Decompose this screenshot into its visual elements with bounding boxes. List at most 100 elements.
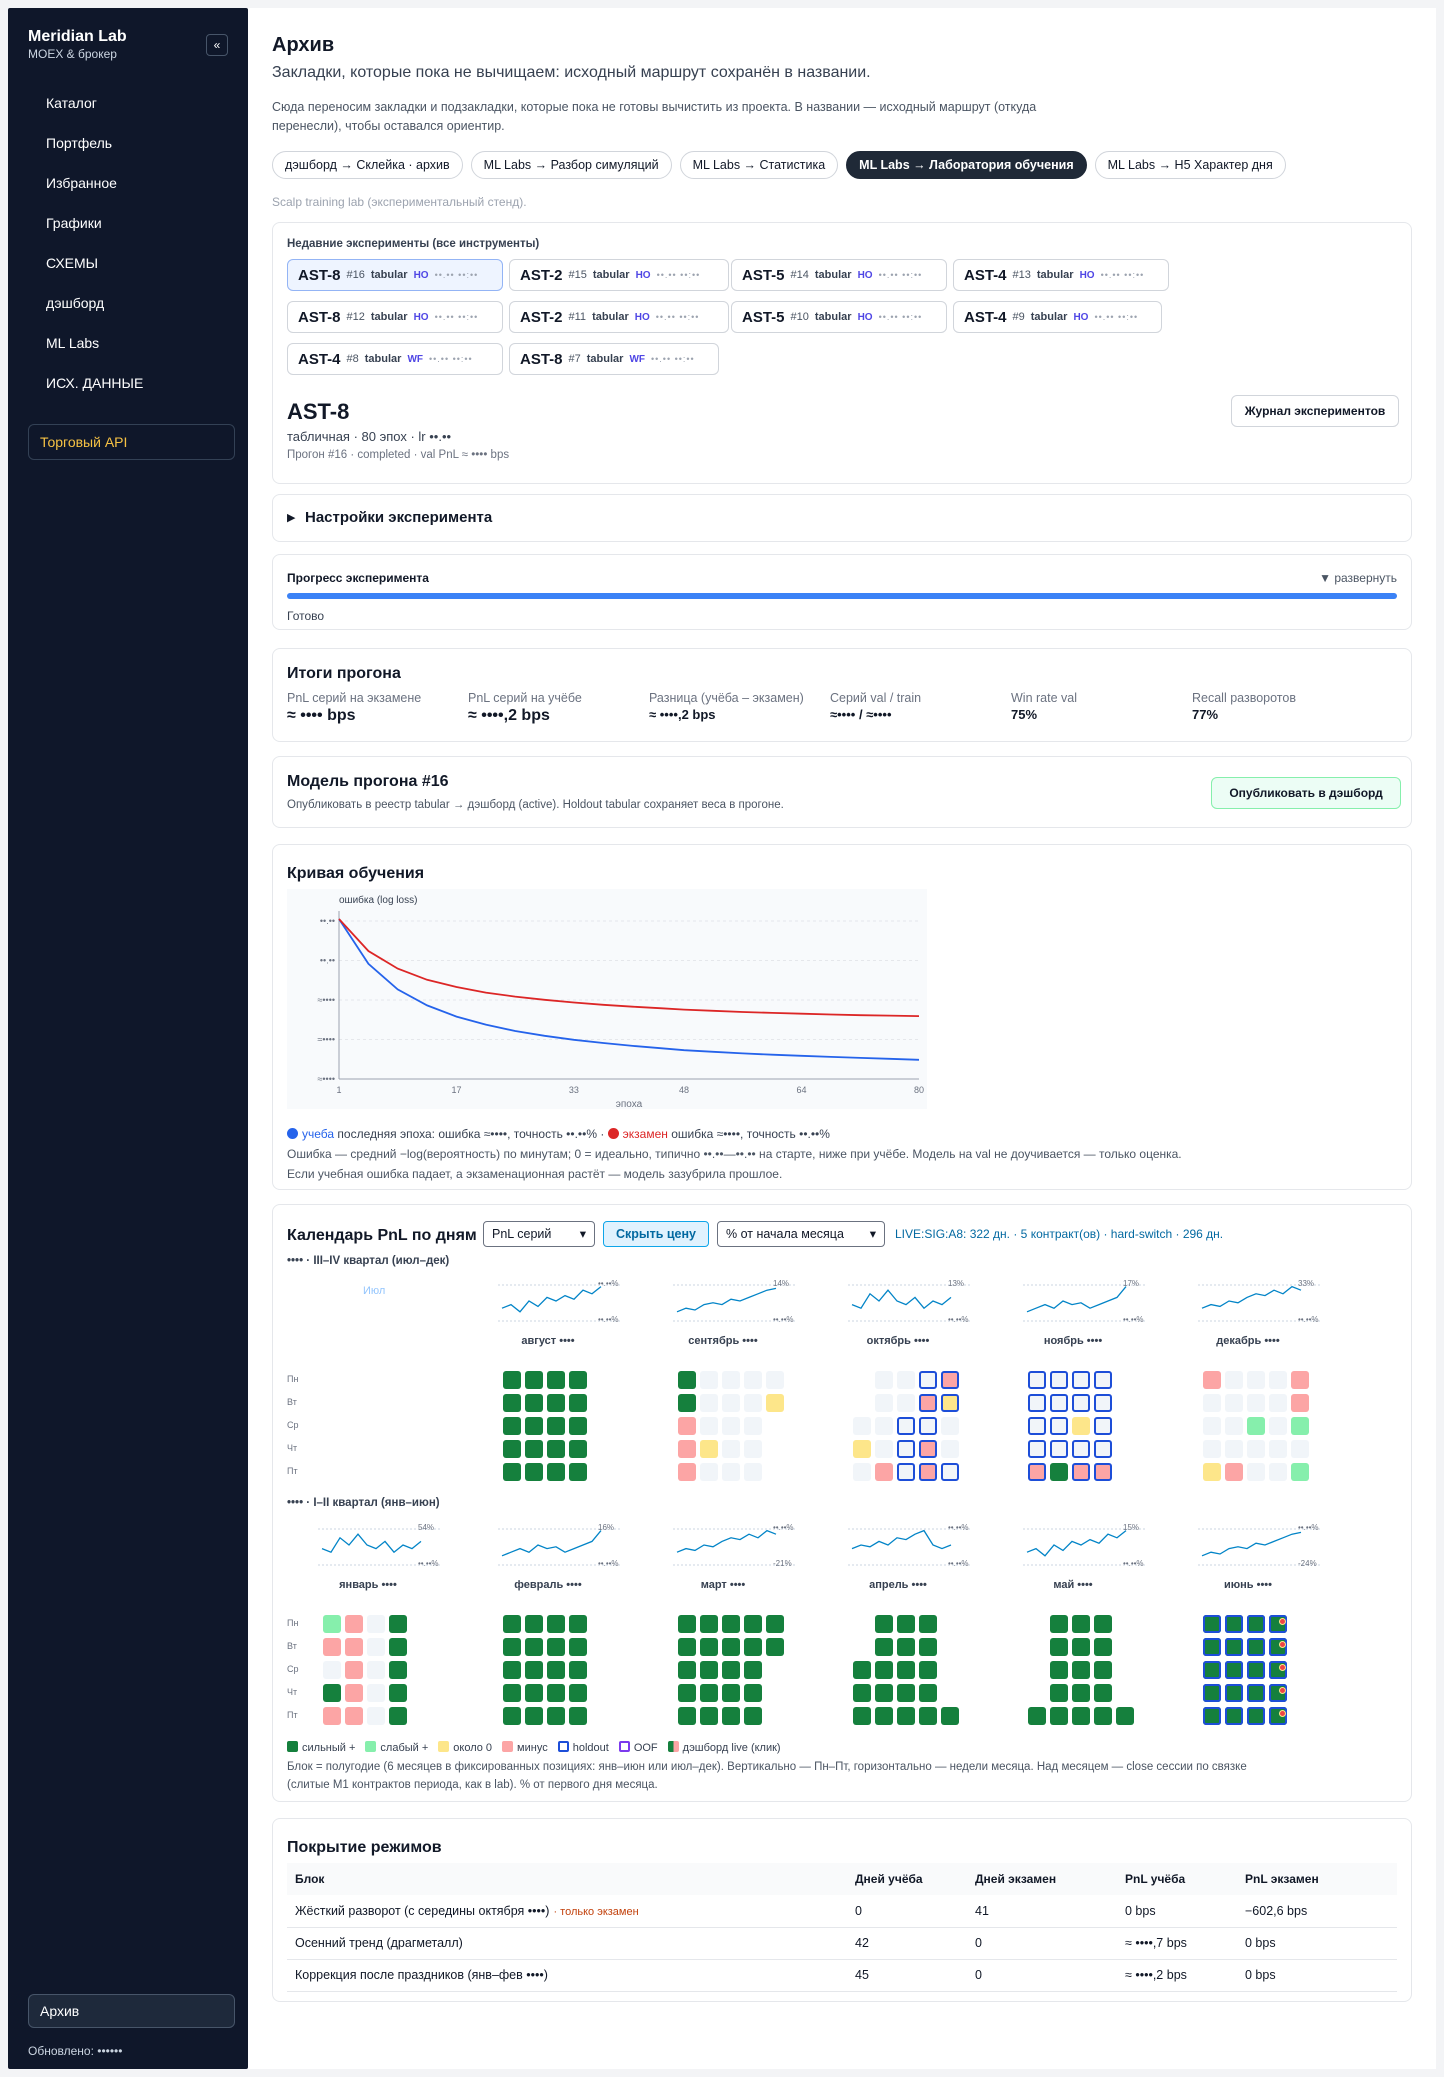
publish-dashboard-button[interactable]: Опубликовать в дэшборд	[1211, 777, 1401, 809]
calendar-day-cell[interactable]	[1072, 1440, 1090, 1458]
calendar-day-cell[interactable]	[503, 1417, 521, 1435]
calendar-day-cell[interactable]	[722, 1638, 740, 1656]
calendar-day-cell[interactable]	[1225, 1440, 1243, 1458]
calendar-day-cell[interactable]	[547, 1661, 565, 1679]
calendar-day-cell[interactable]	[1225, 1417, 1243, 1435]
holdout-day-cell[interactable]	[1225, 1684, 1243, 1702]
calendar-day-cell[interactable]	[722, 1371, 740, 1389]
calendar-day-cell[interactable]	[1094, 1707, 1112, 1725]
calendar-day-cell[interactable]	[389, 1707, 407, 1725]
calendar-day-cell[interactable]	[569, 1615, 587, 1633]
calendar-day-cell[interactable]	[323, 1707, 341, 1725]
archive-tab[interactable]: дэшборд → Склейка · архив	[272, 151, 463, 179]
calendar-day-cell[interactable]	[1269, 1417, 1287, 1435]
calendar-day-cell[interactable]	[569, 1463, 587, 1481]
calendar-day-cell[interactable]	[853, 1463, 871, 1481]
experiment-chip[interactable]: AST-4 #8 tabular WF ••.•• ••:••	[287, 343, 503, 375]
calendar-day-cell[interactable]	[744, 1615, 762, 1633]
sidebar-item[interactable]: Избранное	[46, 175, 117, 191]
calendar-day-cell[interactable]	[897, 1615, 915, 1633]
calendar-day-cell[interactable]	[547, 1440, 565, 1458]
calendar-day-cell[interactable]	[1050, 1615, 1068, 1633]
calendar-day-cell[interactable]	[1028, 1371, 1046, 1389]
calendar-day-cell[interactable]	[525, 1684, 543, 1702]
calendar-day-cell[interactable]	[389, 1661, 407, 1679]
calendar-day-cell[interactable]	[853, 1684, 871, 1702]
calendar-day-cell[interactable]	[722, 1661, 740, 1679]
calendar-day-cell[interactable]	[1050, 1707, 1068, 1725]
sidebar-item[interactable]: Графики	[46, 215, 102, 231]
archive-tab[interactable]: ML Labs → Статистика	[679, 151, 839, 179]
calendar-day-cell[interactable]	[1291, 1463, 1309, 1481]
holdout-day-cell[interactable]	[1247, 1638, 1265, 1656]
calendar-day-cell[interactable]	[897, 1417, 915, 1435]
calendar-day-cell[interactable]	[744, 1394, 762, 1412]
calendar-day-cell[interactable]	[744, 1684, 762, 1702]
holdout-day-cell[interactable]	[1225, 1707, 1243, 1725]
calendar-day-cell[interactable]	[875, 1684, 893, 1702]
calendar-day-cell[interactable]	[744, 1661, 762, 1679]
calendar-day-cell[interactable]	[678, 1463, 696, 1481]
calendar-day-cell[interactable]	[525, 1707, 543, 1725]
calendar-day-cell[interactable]	[525, 1638, 543, 1656]
calendar-day-cell[interactable]	[941, 1417, 959, 1435]
calendar-day-cell[interactable]	[1028, 1463, 1046, 1481]
calendar-day-cell[interactable]	[700, 1371, 718, 1389]
calendar-day-cell[interactable]	[941, 1707, 959, 1725]
calendar-day-cell[interactable]	[323, 1615, 341, 1633]
calendar-day-cell[interactable]	[919, 1371, 937, 1389]
calendar-day-cell[interactable]	[766, 1638, 784, 1656]
calendar-day-cell[interactable]	[700, 1707, 718, 1725]
calendar-day-cell[interactable]	[1203, 1440, 1221, 1458]
calendar-day-cell[interactable]	[700, 1615, 718, 1633]
experiment-chip[interactable]: AST-8 #16 tabular HO ••.•• ••:••	[287, 259, 503, 291]
calendar-day-cell[interactable]	[919, 1615, 937, 1633]
calendar-day-cell[interactable]	[345, 1638, 363, 1656]
calendar-day-cell[interactable]	[678, 1661, 696, 1679]
calendar-day-cell[interactable]	[678, 1417, 696, 1435]
calendar-day-cell[interactable]	[547, 1707, 565, 1725]
calendar-day-cell[interactable]	[1225, 1371, 1243, 1389]
calendar-day-cell[interactable]	[389, 1615, 407, 1633]
calendar-day-cell[interactable]	[1072, 1684, 1090, 1702]
calendar-day-cell[interactable]	[1247, 1463, 1265, 1481]
holdout-day-cell[interactable]	[1203, 1661, 1221, 1679]
calendar-day-cell[interactable]	[367, 1615, 385, 1633]
holdout-day-cell[interactable]	[1247, 1661, 1265, 1679]
calendar-day-cell[interactable]	[1094, 1440, 1112, 1458]
trading-api-button[interactable]: Торговый API	[28, 424, 235, 460]
calendar-day-cell[interactable]	[1072, 1615, 1090, 1633]
calendar-day-cell[interactable]	[1291, 1371, 1309, 1389]
calendar-day-cell[interactable]	[1094, 1661, 1112, 1679]
calendar-day-cell[interactable]	[1094, 1394, 1112, 1412]
calendar-day-cell[interactable]	[722, 1684, 740, 1702]
calendar-day-cell[interactable]	[1269, 1394, 1287, 1412]
calendar-day-cell[interactable]	[1203, 1394, 1221, 1412]
calendar-day-cell[interactable]	[1225, 1394, 1243, 1412]
calendar-day-cell[interactable]	[722, 1615, 740, 1633]
calendar-day-cell[interactable]	[1291, 1417, 1309, 1435]
calendar-day-cell[interactable]	[678, 1638, 696, 1656]
calendar-day-cell[interactable]	[1094, 1638, 1112, 1656]
calendar-day-cell[interactable]	[941, 1440, 959, 1458]
calendar-day-cell[interactable]	[722, 1394, 740, 1412]
calendar-day-cell[interactable]	[1072, 1707, 1090, 1725]
calendar-day-cell[interactable]	[678, 1707, 696, 1725]
experiment-chip[interactable]: AST-8 #7 tabular WF ••.•• ••:••	[509, 343, 719, 375]
calendar-day-cell[interactable]	[1116, 1707, 1134, 1725]
calendar-day-cell[interactable]	[766, 1615, 784, 1633]
holdout-day-cell[interactable]	[1203, 1638, 1221, 1656]
calendar-day-cell[interactable]	[569, 1371, 587, 1389]
calendar-day-cell[interactable]	[569, 1707, 587, 1725]
archive-tab[interactable]: ML Labs → Разбор симуляций	[470, 151, 672, 179]
calendar-day-cell[interactable]	[1050, 1661, 1068, 1679]
calendar-day-cell[interactable]	[367, 1638, 385, 1656]
collapse-sidebar-button[interactable]: «	[206, 34, 228, 56]
calendar-day-cell[interactable]	[744, 1463, 762, 1481]
calendar-day-cell[interactable]	[941, 1394, 959, 1412]
calendar-day-cell[interactable]	[569, 1638, 587, 1656]
experiment-chip[interactable]: AST-2 #11 tabular HO ••.•• ••:••	[509, 301, 729, 333]
calendar-day-cell[interactable]	[941, 1371, 959, 1389]
sidebar-item[interactable]: СХЕМЫ	[46, 255, 99, 271]
archive-tab[interactable]: ML Labs → H5 Характер дня	[1094, 151, 1286, 179]
